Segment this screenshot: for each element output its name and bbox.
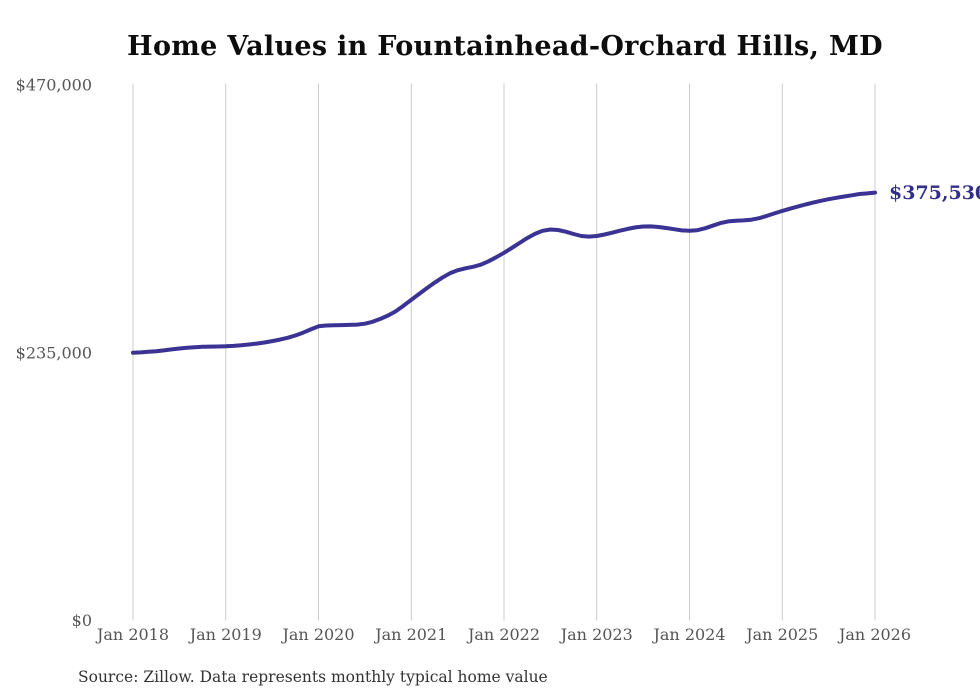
x-tick-label: Jan 2020 <box>280 625 354 644</box>
x-tick-label: Jan 2024 <box>651 625 725 644</box>
x-tick-label: Jan 2018 <box>95 625 169 644</box>
y-tick-label: $235,000 <box>16 343 92 362</box>
end-value-label: $375,530 <box>889 182 980 204</box>
x-tick-label: Jan 2025 <box>744 625 818 644</box>
source-note: Source: Zillow. Data represents monthly … <box>78 668 548 686</box>
x-tick-label: Jan 2026 <box>837 625 911 644</box>
x-tick-label: Jan 2023 <box>559 625 633 644</box>
x-tick-label: Jan 2022 <box>466 625 540 644</box>
y-tick-label: $470,000 <box>16 76 92 95</box>
x-tick-label: Jan 2021 <box>373 625 447 644</box>
x-tick-label: Jan 2019 <box>188 625 262 644</box>
chart-title: Home Values in Fountainhead-Orchard Hill… <box>127 31 883 62</box>
y-tick-label: $0 <box>72 611 92 630</box>
home-value-line <box>131 190 877 355</box>
